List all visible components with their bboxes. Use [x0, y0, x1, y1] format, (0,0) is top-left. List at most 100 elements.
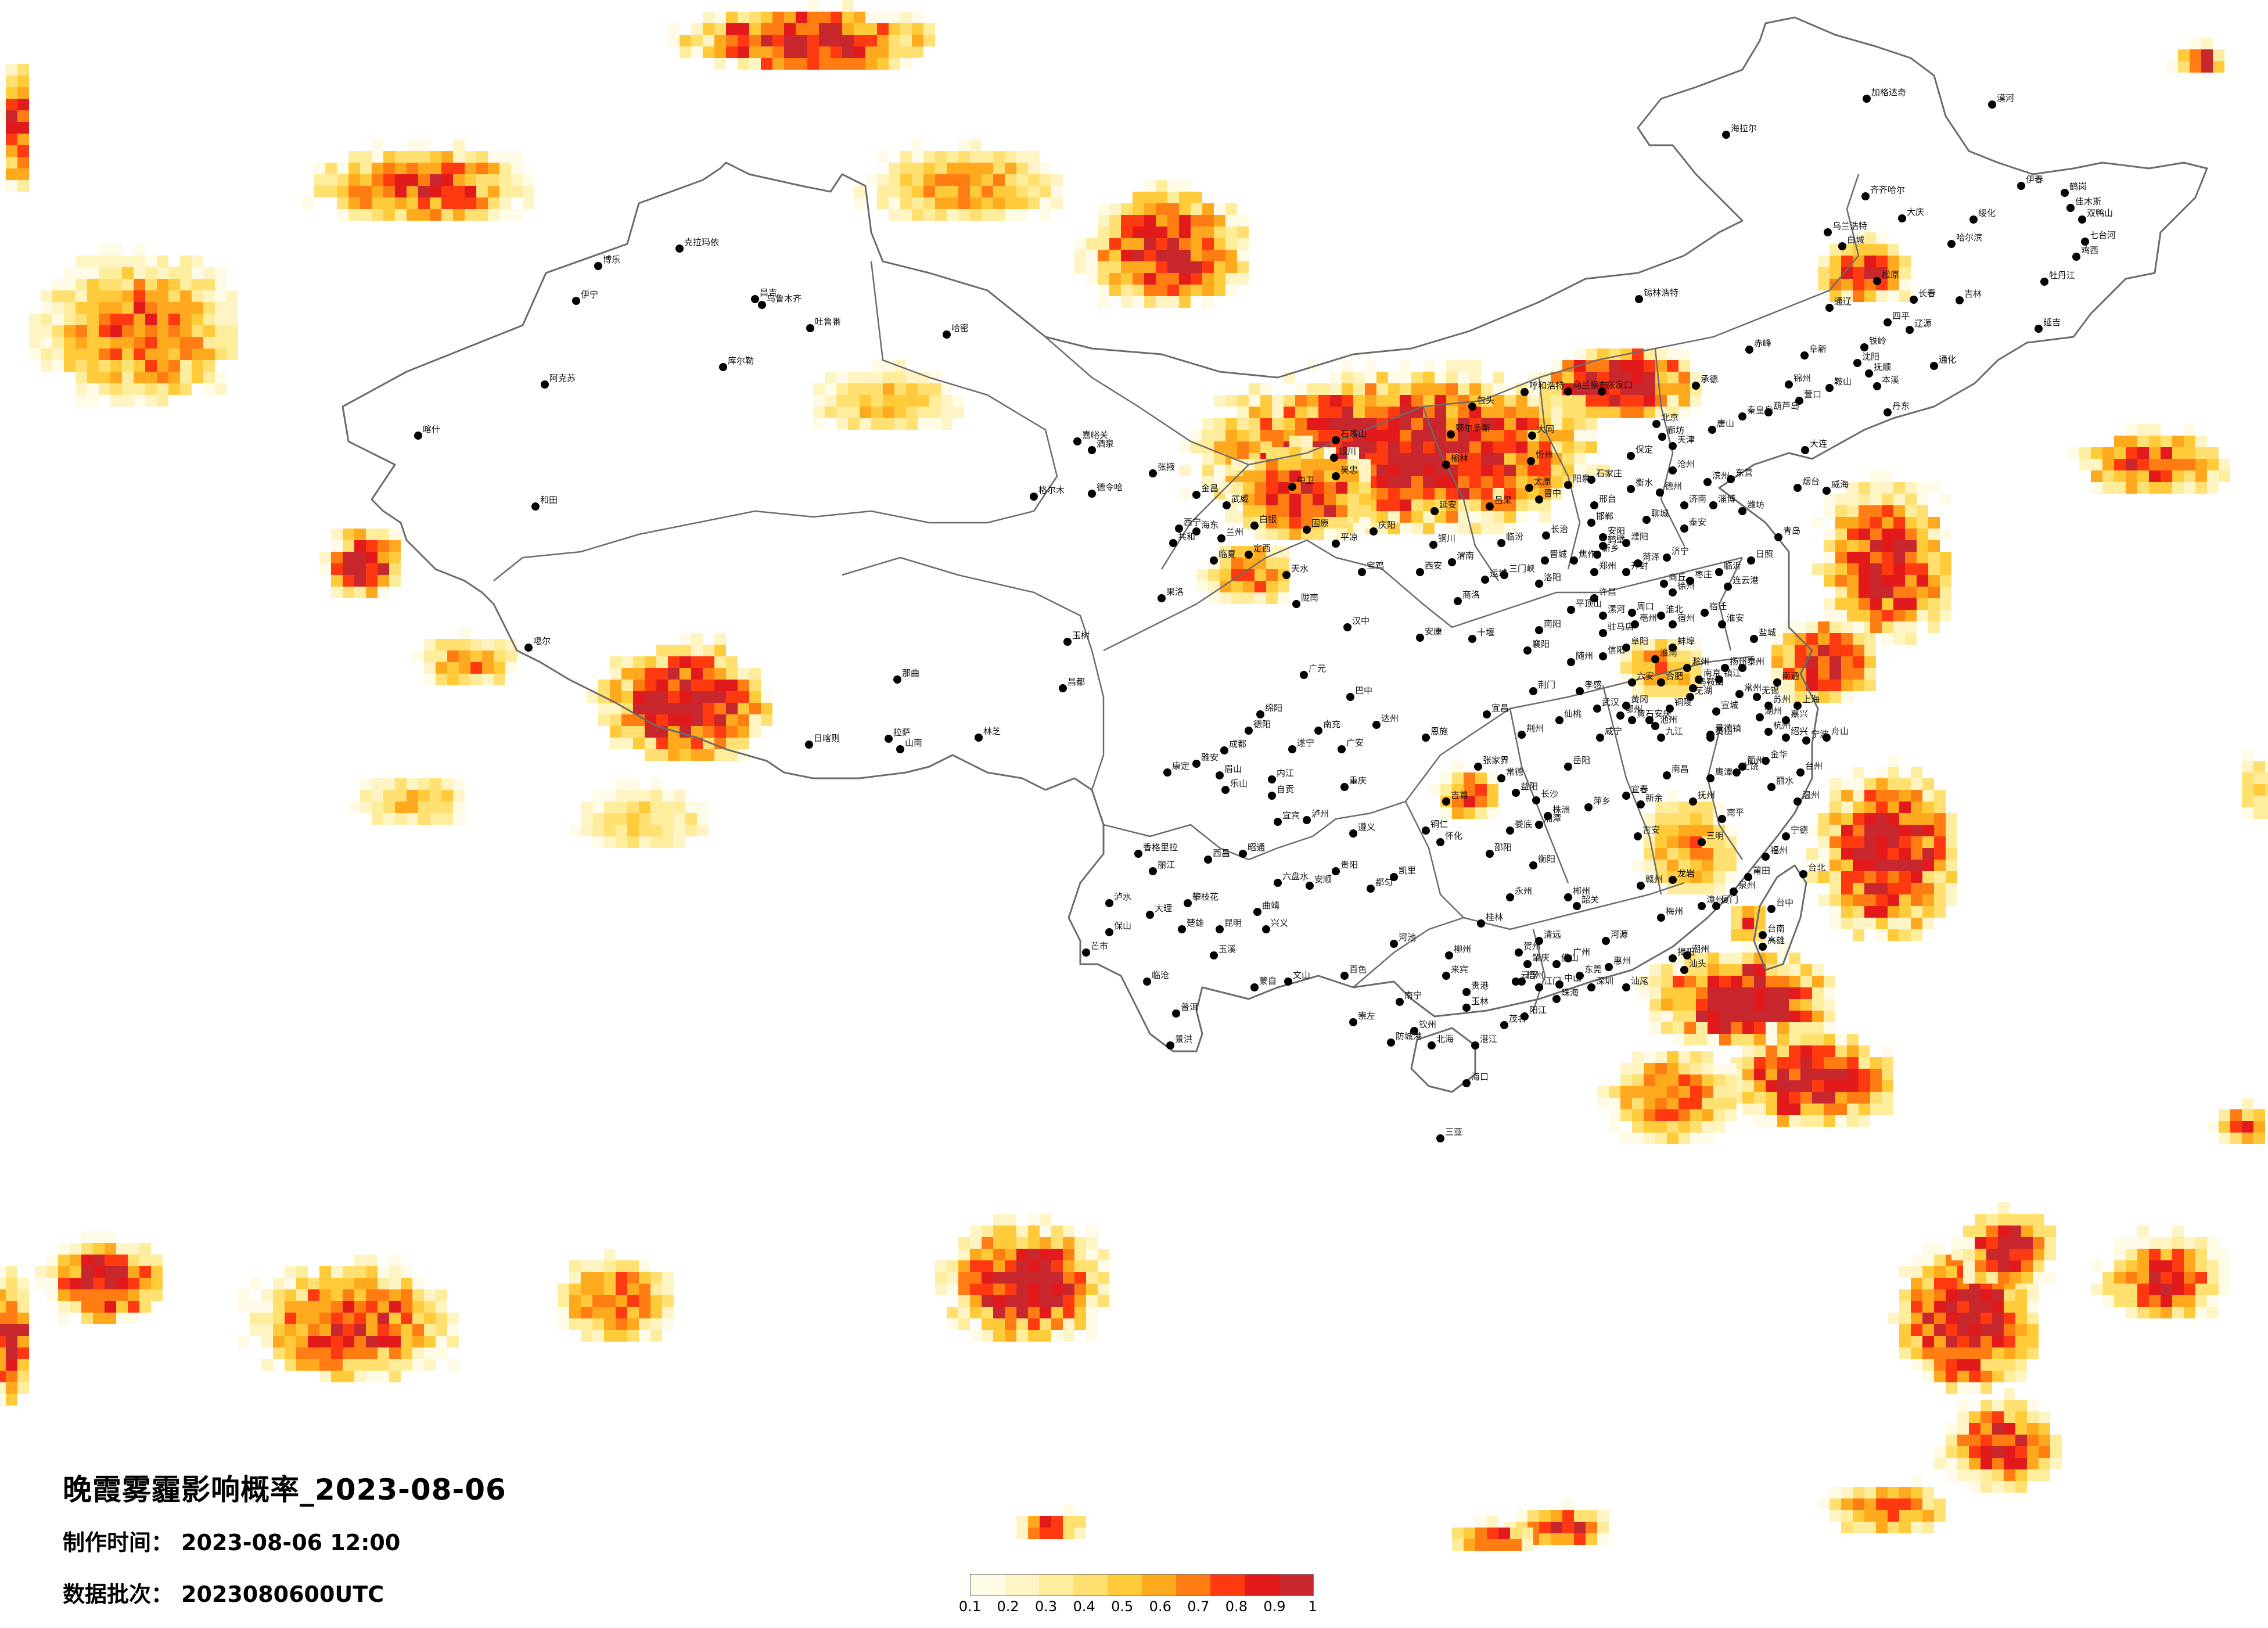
city-dot	[1303, 526, 1311, 534]
city-marker: 三亚	[1436, 1127, 1462, 1142]
city-label: 武汉	[1602, 697, 1619, 707]
city-label: 锡林浩特	[1644, 287, 1678, 298]
city-dot	[1535, 983, 1543, 991]
city-dot	[1782, 734, 1790, 742]
city-label: 来宾	[1451, 964, 1468, 975]
city-label: 湘潭	[1544, 813, 1561, 824]
city-dot	[1686, 577, 1694, 585]
city-dot	[1762, 853, 1770, 861]
city-label: 廊坊	[1667, 425, 1684, 436]
city-label: 曲靖	[1262, 900, 1279, 911]
city-marker: 漳州	[1698, 894, 1724, 910]
city-marker: 哈尔滨	[1947, 232, 1982, 248]
legend-swatch	[1073, 1575, 1108, 1595]
city-dot	[2072, 253, 2080, 261]
city-dot	[531, 502, 540, 511]
city-label: 眉山	[1224, 764, 1242, 774]
city-marker: 昆明	[1216, 918, 1242, 933]
city-dot	[1861, 192, 1870, 200]
legend-tick: 0.8	[1225, 1598, 1248, 1615]
city-label: 南阳	[1544, 619, 1561, 629]
city-label: 阜阳	[1631, 636, 1648, 646]
city-label: 恩施	[1430, 726, 1448, 736]
city-label: 岳阳	[1573, 755, 1590, 766]
city-label: 滁州	[1692, 656, 1709, 667]
city-marker: 渭南	[1448, 551, 1474, 566]
city-dot	[1599, 652, 1607, 660]
city-label: 芜湖	[1695, 685, 1712, 696]
batch-line: 数据批次： 2023080600UTC	[63, 1576, 506, 1608]
city-marker: 银川	[1330, 446, 1356, 462]
city-marker: 淮北	[1657, 604, 1683, 620]
city-marker: 乌兰浩特	[1824, 221, 1867, 236]
city-label: 河源	[1611, 929, 1628, 940]
city-marker: 四平	[1884, 311, 1910, 326]
city-marker: 常州	[1735, 682, 1762, 698]
city-dot	[1988, 100, 1996, 109]
city-dot	[1622, 702, 1630, 710]
city-marker: 承德	[1692, 374, 1718, 390]
city-label: 宿州	[1677, 613, 1695, 623]
city-dot	[1634, 559, 1642, 567]
city-dot	[1500, 1021, 1508, 1029]
city-label: 重庆	[1349, 775, 1367, 786]
city-marker: 临夏	[1210, 549, 1236, 565]
legend-swatch	[1005, 1575, 1039, 1595]
city-dot	[1564, 954, 1572, 962]
city-label: 雅安	[1201, 752, 1219, 763]
city-dot	[1535, 821, 1543, 829]
city-dot	[1735, 690, 1744, 698]
legend-tick: 0.4	[1073, 1598, 1095, 1615]
city-label: 山南	[905, 738, 922, 748]
city-marker: 泸州	[1303, 808, 1329, 824]
city-label: 清远	[1544, 929, 1561, 940]
legend-swatch	[1245, 1575, 1279, 1595]
city-label: 高雄	[1767, 935, 1785, 946]
city-dot	[1774, 533, 1782, 541]
city-marker: 玉林	[1462, 996, 1489, 1012]
city-dot	[1105, 928, 1113, 936]
city-label: 通化	[1939, 354, 1956, 365]
city-label: 贵阳	[1340, 860, 1358, 870]
city-dot	[1256, 710, 1264, 718]
city-marker: 果洛	[1158, 587, 1184, 602]
city-label: 丹东	[1892, 401, 1910, 411]
city-label: 枣庄	[1695, 569, 1712, 580]
city-marker: 沧州	[1669, 459, 1695, 475]
city-marker: 崇左	[1349, 1011, 1375, 1026]
city-label: 南充	[1323, 719, 1340, 729]
city-dot	[1669, 644, 1677, 652]
city-dot	[1753, 693, 1761, 701]
city-dot	[1570, 556, 1578, 565]
city-dot	[1727, 475, 1735, 483]
city-dot	[1163, 768, 1171, 777]
city-marker: 德州	[1656, 481, 1682, 497]
city-label: 云浮	[1521, 970, 1538, 980]
city-label: 榆林	[1451, 453, 1468, 463]
city-dot	[1486, 850, 1494, 858]
city-marker: 北海	[1428, 1034, 1454, 1050]
city-dot	[1512, 789, 1520, 797]
city-dot	[1447, 430, 1455, 439]
city-dot	[1332, 472, 1340, 480]
city-dot	[1515, 948, 1523, 957]
city-label: 上海	[1802, 694, 1820, 705]
city-dot	[1587, 983, 1595, 991]
city-label: 张家口	[1606, 380, 1633, 390]
city-dot	[1825, 304, 1834, 312]
city-dot	[1158, 594, 1166, 602]
city-marker: 钦州	[1410, 1019, 1436, 1035]
city-marker: 牡丹江	[2040, 270, 2075, 286]
city-dot	[1669, 876, 1677, 884]
legend-tick-labels: 0.1 0.2 0.3 0.4 0.5 0.6 0.7 0.8 0.9 1	[959, 1598, 1317, 1616]
city-label: 遂宁	[1297, 738, 1314, 748]
city-dot	[1535, 495, 1543, 504]
city-label: 汕头	[1689, 958, 1706, 969]
city-marker: 兴义	[1262, 918, 1288, 933]
city-label: 长沙	[1541, 789, 1558, 799]
city-label: 丽水	[1776, 775, 1793, 786]
city-dot	[1204, 856, 1212, 864]
city-dot	[1529, 861, 1537, 869]
city-marker: 赤峰	[1745, 338, 1771, 354]
